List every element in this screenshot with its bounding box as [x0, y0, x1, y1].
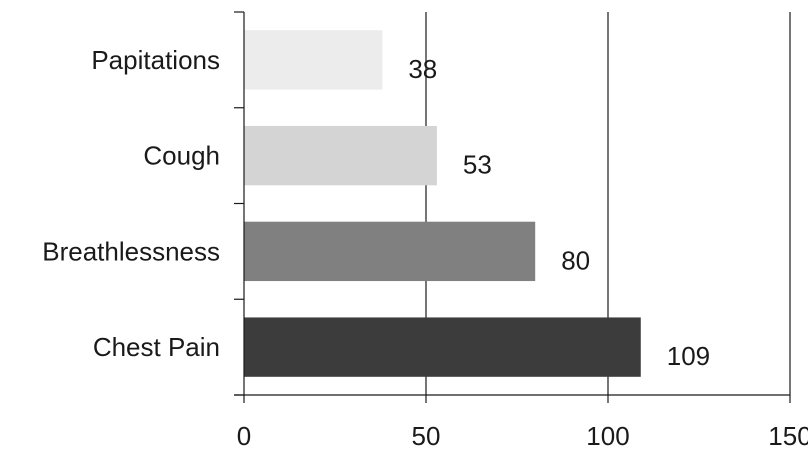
bar-chest-pain [244, 317, 641, 377]
x-tick-label-100: 100 [586, 421, 629, 451]
category-label-cough: Cough [143, 141, 220, 171]
value-label-breathlessness: 80 [561, 245, 590, 275]
value-label-chest-pain: 109 [667, 341, 710, 371]
bars [244, 30, 641, 377]
x-tick-label-50: 50 [412, 421, 441, 451]
category-label-papitations: Papitations [91, 45, 220, 75]
value-label-cough: 53 [463, 150, 492, 180]
value-label-papitations: 38 [408, 54, 437, 84]
x-tick-label-0: 0 [237, 421, 251, 451]
x-tick-label-150: 150 [768, 421, 808, 451]
bar-papitations [244, 30, 383, 90]
category-label-chest-pain: Chest Pain [93, 332, 220, 362]
bar-cough [244, 125, 437, 186]
axes [234, 11, 791, 403]
category-label-breathlessness: Breathlessness [42, 236, 220, 266]
labels: 0 50 100 150 Papitations 38 Cough 53 Breathlessn… [42, 45, 808, 451]
bar-breathlessness [244, 221, 536, 282]
